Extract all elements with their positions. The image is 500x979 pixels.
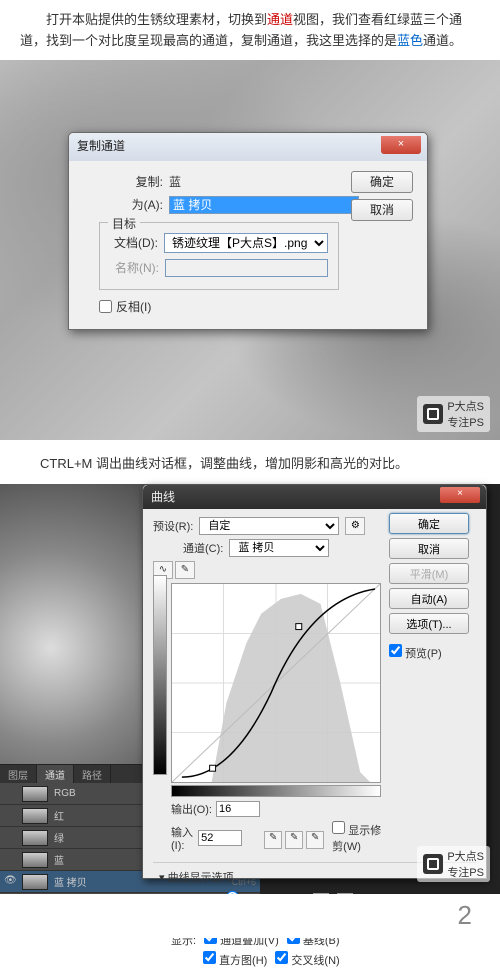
smooth-button: 平滑(M) [389, 563, 469, 584]
curves-ok-button[interactable]: 确定 [389, 513, 469, 534]
horizontal-gradient [171, 785, 381, 797]
output-label: 输出(O): [171, 801, 212, 817]
chk-intersect[interactable] [275, 951, 288, 964]
tab-layers[interactable]: 图层 [0, 765, 37, 783]
pencil-tool-icon[interactable]: ✎ [175, 561, 195, 579]
clip-checkbox[interactable] [332, 821, 345, 834]
as-input[interactable] [169, 196, 359, 214]
options-button[interactable]: 选项(T)... [389, 613, 469, 634]
page-number: 2 [458, 900, 472, 931]
channel-select[interactable]: 蓝 拷贝 [229, 539, 329, 557]
dialog-title: 复制通道 [77, 139, 125, 153]
document-select[interactable]: 锈迹纹理【P大点S】.png [164, 233, 328, 253]
input-input[interactable] [198, 830, 242, 846]
highlight-blue: 蓝色 [397, 33, 423, 48]
source-value: 蓝 [169, 173, 359, 190]
caption-2: CTRL+M 调出曲线对话框，调整曲线，增加阴影和高光的对比。 [0, 440, 500, 485]
name-label: 名称(N): [110, 259, 159, 276]
curves-dialog: 曲线 × 预设(R): 自定 ⚙ 通道(C): 蓝 拷贝 ∿ [142, 484, 487, 879]
highlight-channel: 通道 [267, 12, 293, 27]
output-input[interactable] [216, 801, 260, 817]
eye-icon[interactable]: 👁 [4, 875, 18, 889]
watermark-2: P大点S 专注PS [417, 846, 490, 882]
preset-select[interactable]: 自定 [199, 517, 339, 535]
ok-button[interactable]: 确定 [351, 171, 413, 193]
eyedropper-gray-icon[interactable]: ✎ [285, 831, 303, 849]
chk-hist[interactable] [203, 951, 216, 964]
watermark-icon [423, 404, 443, 424]
channel-label: 通道(C): [183, 540, 223, 556]
curves-close-button[interactable]: × [440, 487, 480, 503]
duplicate-channel-dialog: 复制通道 × 确定 取消 复制: 蓝 为(A): 目标 文档(D): 锈 [68, 132, 428, 330]
texture-image-1: 复制通道 × 确定 取消 复制: 蓝 为(A): 目标 文档(D): 锈 [0, 60, 500, 440]
curves-titlebar[interactable]: 曲线 × [143, 485, 486, 509]
source-label: 复制: [99, 173, 163, 190]
invert-label: 反相(I) [116, 298, 151, 315]
tab-paths[interactable]: 路径 [74, 765, 111, 783]
target-group-title: 目标 [108, 215, 140, 232]
watermark: P大点S 专注PS [417, 396, 490, 432]
input-label: 输入(I): [171, 824, 194, 852]
tab-channels[interactable]: 通道 [37, 765, 74, 783]
curves-screenshot: 图层 通道 路径 RGBCtrl+2 红Ctrl+3 绿Ctrl+4 蓝Ctrl… [0, 484, 500, 894]
auto-button[interactable]: 自动(A) [389, 588, 469, 609]
intro-paragraph: 打开本贴提供的生锈纹理素材，切换到通道视图，我们查看红绿蓝三个通道，找到一个对比… [0, 0, 500, 60]
name-input [165, 259, 328, 277]
curves-cancel-button[interactable]: 取消 [389, 538, 469, 559]
dialog-titlebar[interactable]: 复制通道 × [69, 133, 427, 161]
histogram [172, 584, 380, 782]
preview-checkbox[interactable] [389, 644, 402, 657]
eyedropper-black-icon[interactable]: ✎ [264, 831, 282, 849]
curves-graph[interactable] [171, 583, 381, 783]
document-label: 文档(D): [110, 234, 158, 251]
target-group: 目标 文档(D): 锈迹纹理【P大点S】.png 名称(N): [99, 222, 339, 290]
eyedropper-white-icon[interactable]: ✎ [306, 831, 324, 849]
cancel-button[interactable]: 取消 [351, 199, 413, 221]
preset-label: 预设(R): [153, 518, 193, 534]
as-label: 为(A): [99, 196, 163, 213]
curves-title: 曲线 [151, 490, 175, 504]
invert-checkbox[interactable] [99, 300, 112, 313]
vertical-gradient [153, 575, 167, 775]
preset-menu-button[interactable]: ⚙ [345, 517, 365, 535]
watermark-icon-2 [423, 854, 443, 874]
close-button[interactable]: × [381, 136, 421, 154]
